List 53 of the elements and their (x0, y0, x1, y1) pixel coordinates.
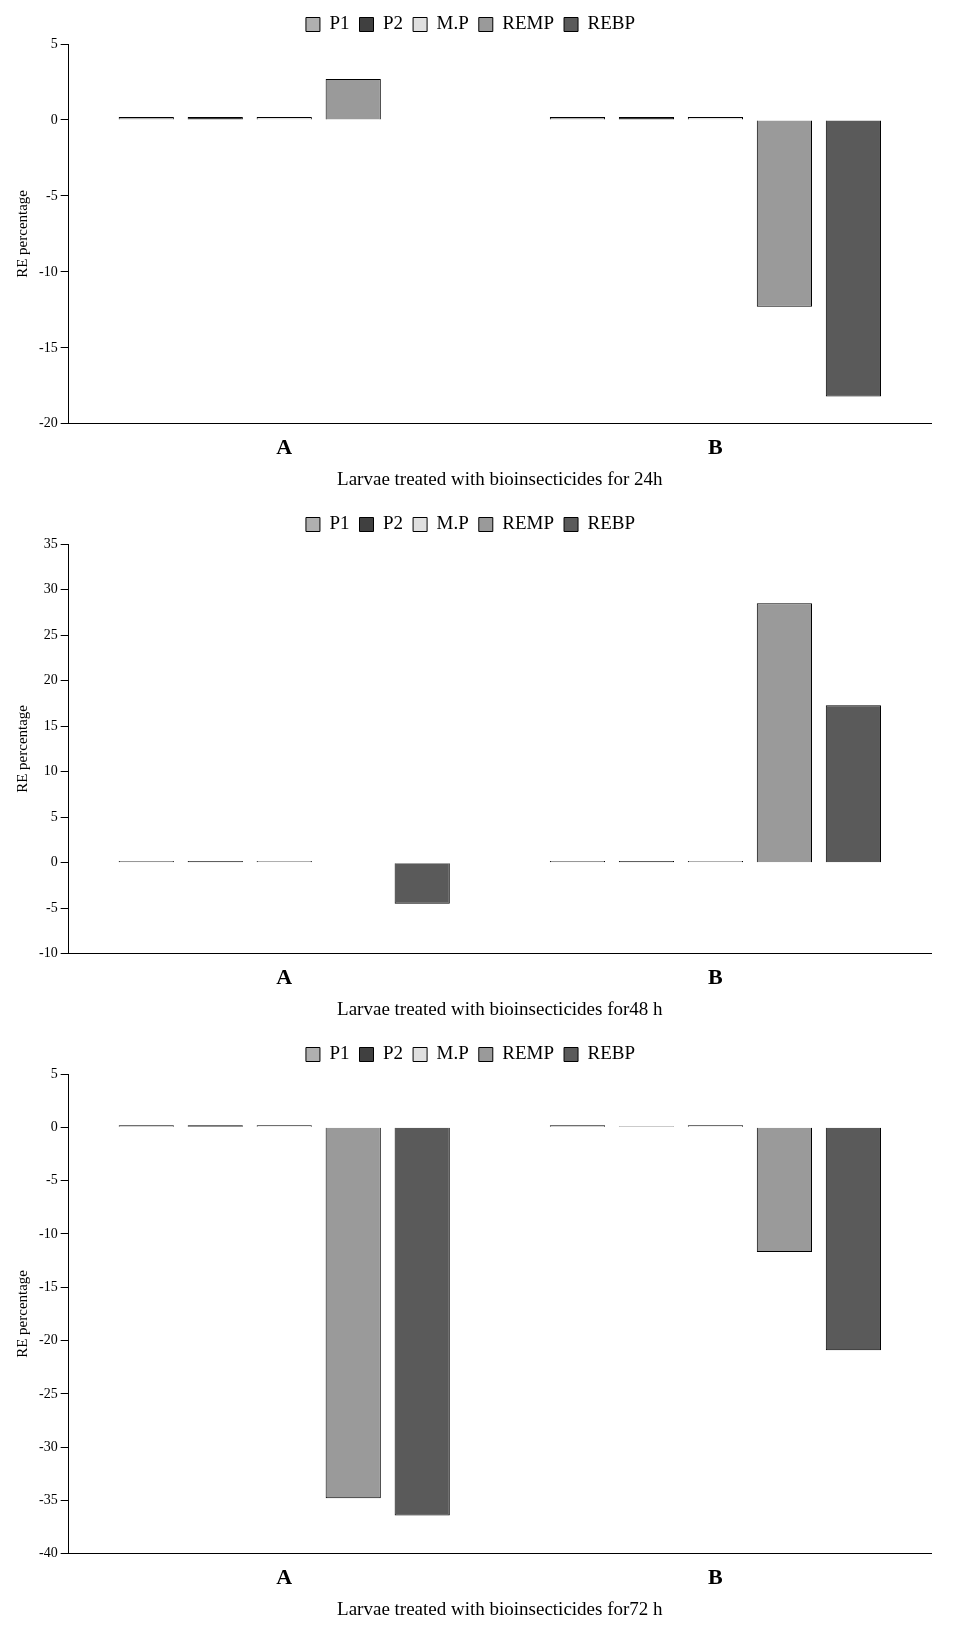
y-tick-label: 5 (50, 35, 58, 51)
y-tick-label: -40 (38, 1545, 58, 1561)
legend-label: P2 (383, 12, 404, 34)
y-axis-title: RE percentage (13, 704, 30, 793)
legend-label: P1 (329, 12, 350, 34)
y-tick-label: 0 (50, 1118, 58, 1134)
x-tick-label: A (276, 433, 293, 459)
y-tick-label: -5 (45, 1172, 58, 1188)
x-axis-title: Larvae treated with bioinsecticides for72 h (337, 1597, 664, 1619)
y-tick-label: -5 (45, 187, 58, 203)
legend-label: REBP (587, 512, 636, 534)
x-tick-label: B (708, 1563, 724, 1589)
y-tick-label: 25 (43, 626, 58, 642)
legend-label: P1 (329, 512, 350, 534)
y-tick-label: -20 (38, 415, 58, 431)
x-axis-title: Larvae treated with bioinsecticides for48 h (337, 997, 664, 1019)
y-axis-title: RE percentage (13, 1269, 30, 1358)
y-tick-label: 35 (43, 535, 58, 551)
y-tick-label: -20 (38, 1332, 58, 1348)
y-tick-label: 0 (50, 111, 58, 127)
legend-label: P1 (329, 1042, 350, 1064)
y-tick-label: -10 (38, 945, 58, 961)
y-tick-label: 30 (43, 581, 58, 597)
y-tick-label: 5 (50, 1065, 58, 1081)
legend-label: REMP (502, 512, 555, 534)
y-tick-label: -35 (38, 1492, 58, 1508)
legend-label: P2 (383, 1042, 404, 1064)
x-tick-label: B (708, 433, 724, 459)
legend-label: M.P (436, 512, 469, 534)
legend-label: M.P (436, 12, 469, 34)
x-tick-label: A (276, 963, 293, 989)
legend-label: P2 (383, 512, 404, 534)
y-tick-label: 15 (43, 717, 58, 733)
y-tick-label: -10 (38, 1225, 58, 1241)
y-tick-label: 20 (43, 672, 58, 688)
x-tick-label: A (276, 1563, 293, 1589)
legend-label: REMP (502, 1042, 555, 1064)
y-tick-label: -5 (45, 899, 58, 915)
y-tick-label: -25 (38, 1385, 58, 1401)
y-tick-label: 0 (50, 854, 58, 870)
legend-label: REBP (587, 1042, 636, 1064)
y-tick-label: 5 (50, 808, 58, 824)
legend-label: M.P (436, 1042, 469, 1064)
legend-label: REMP (502, 12, 555, 34)
y-tick-label: -15 (38, 1278, 58, 1294)
y-tick-label: 10 (43, 763, 58, 779)
x-tick-label: B (708, 963, 724, 989)
y-tick-label: -15 (38, 339, 58, 355)
x-axis-title: Larvae treated with bioinsecticides for 24h (337, 467, 664, 489)
y-tick-label: -30 (38, 1438, 58, 1454)
y-tick-label: -10 (38, 263, 58, 279)
y-axis-title: RE percentage (13, 189, 30, 278)
legend-label: REBP (587, 12, 636, 34)
